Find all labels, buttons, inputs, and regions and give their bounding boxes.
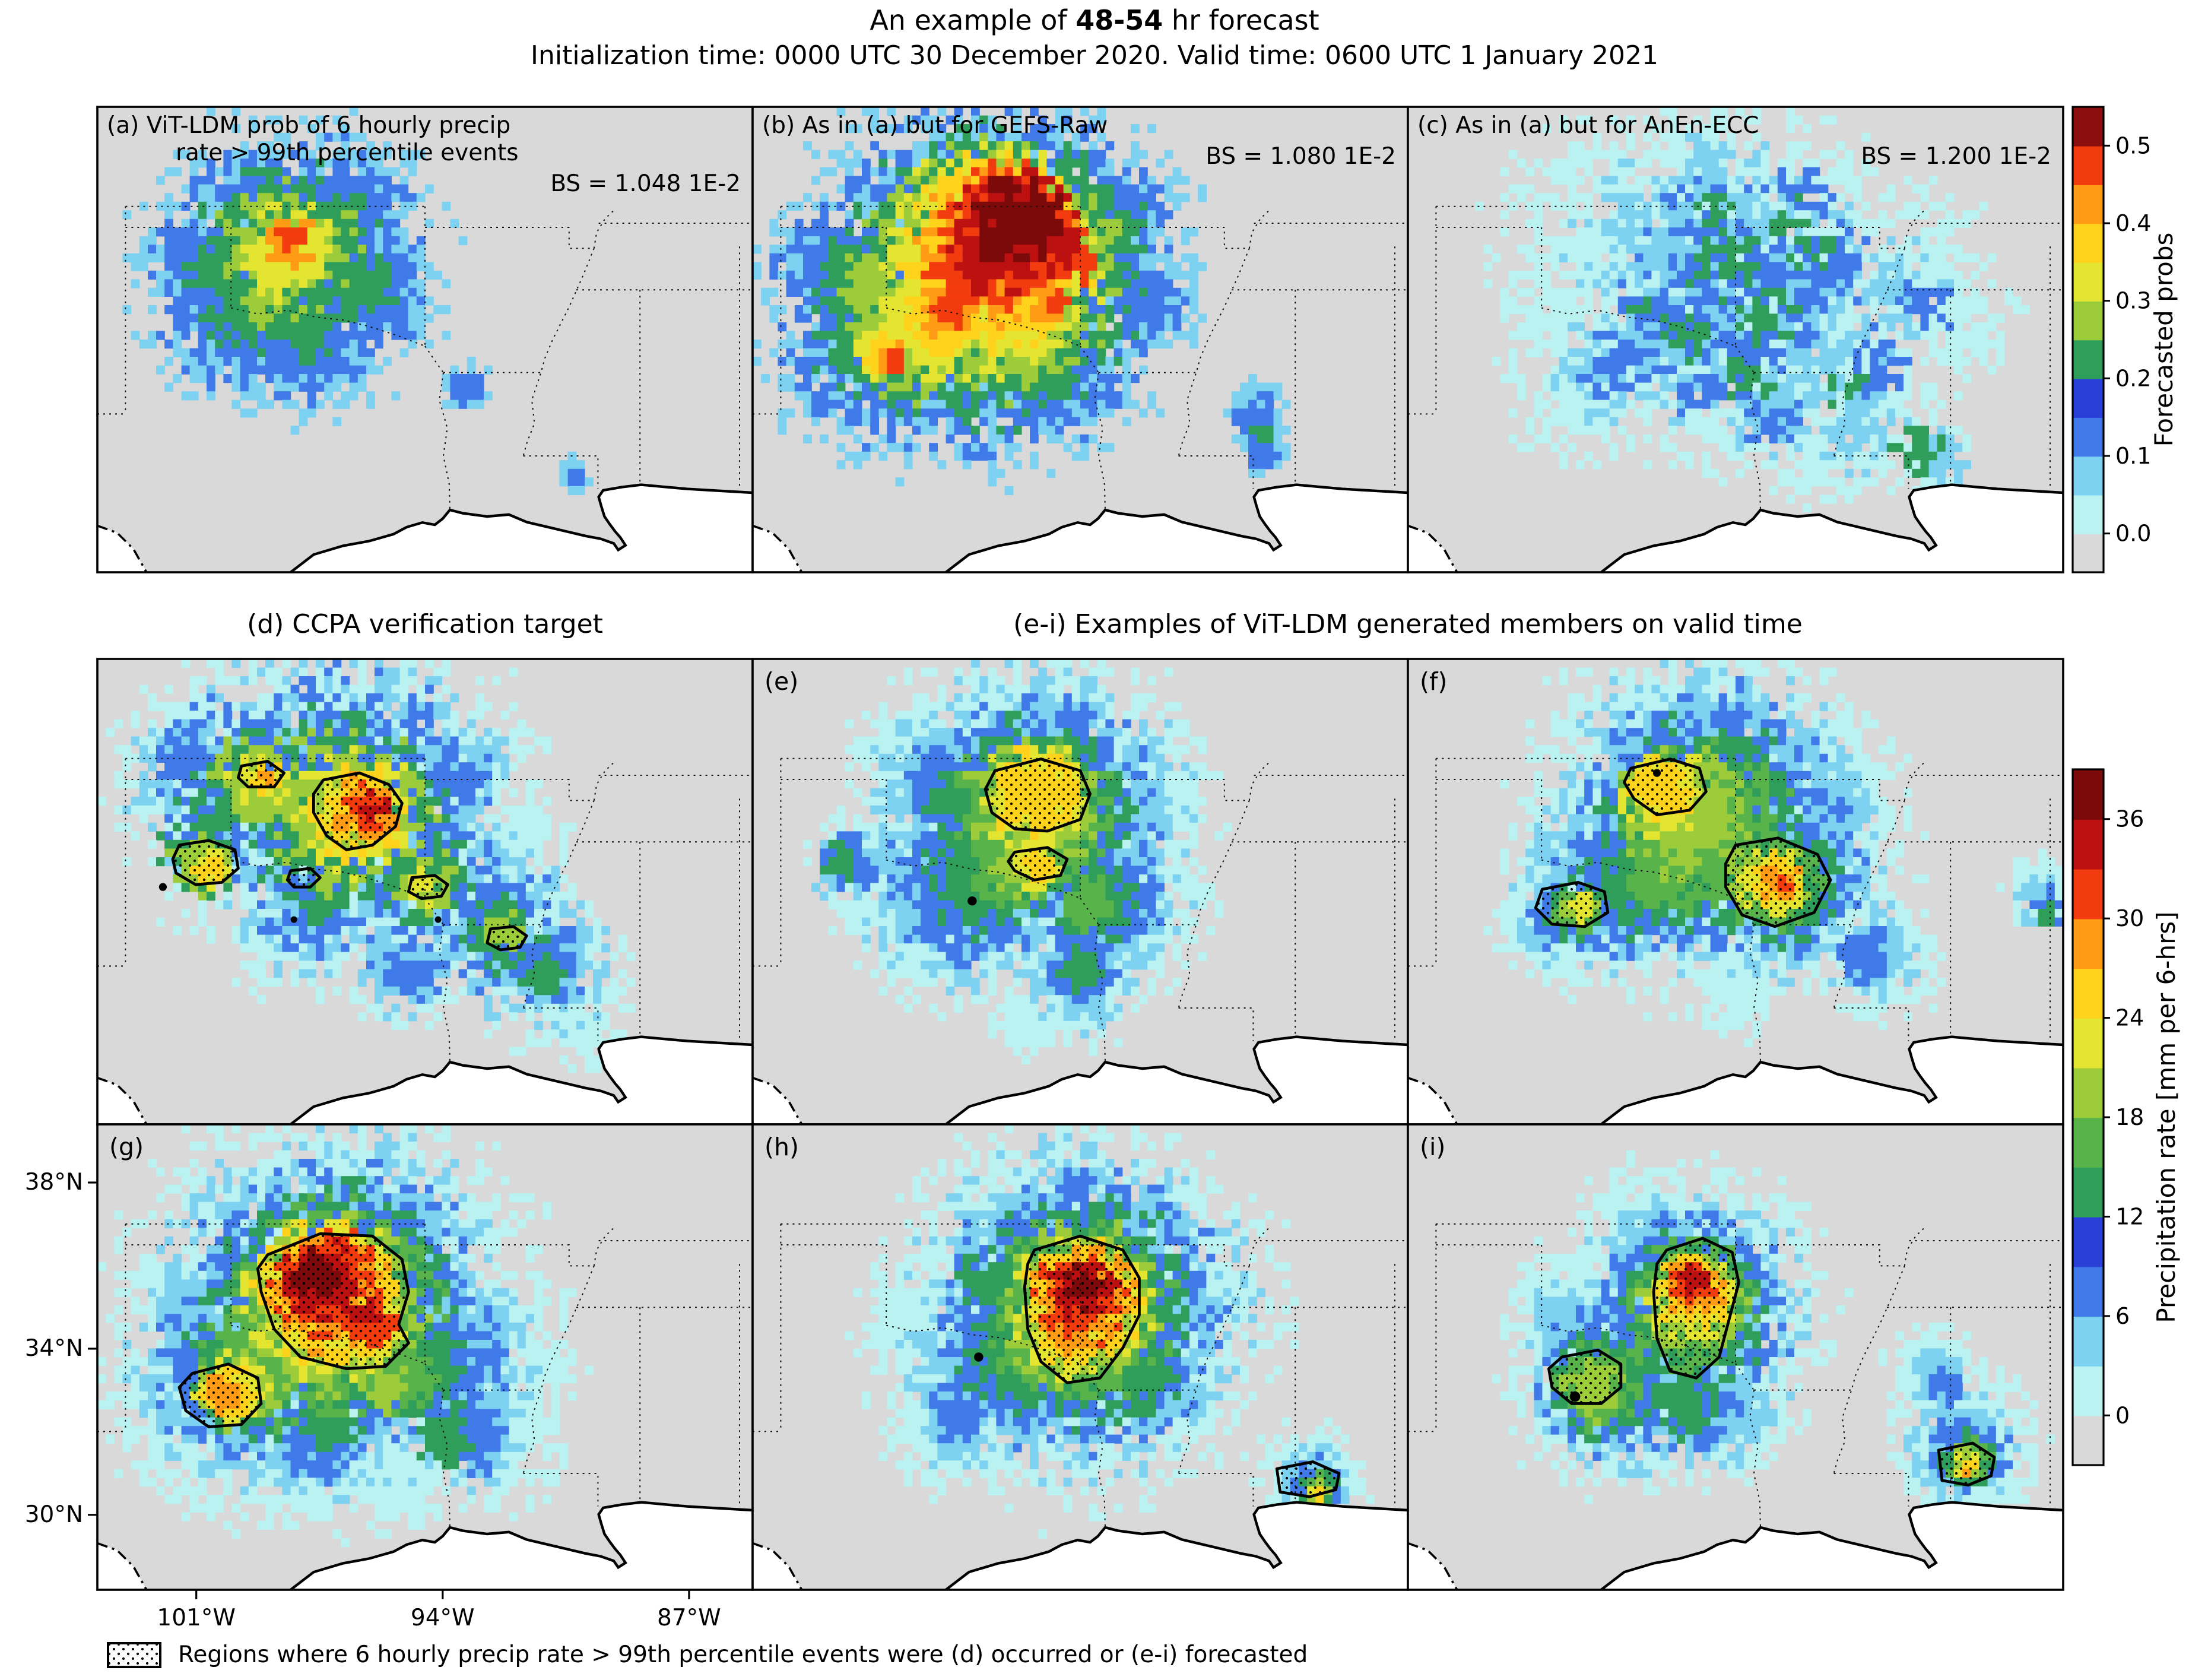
header-panel-d: (d) CCPA verification target — [247, 610, 603, 640]
map-panel-g: (g) — [88, 1123, 754, 1599]
map-panel-h: (h) — [751, 1123, 1409, 1591]
legend: Regions where 6 hourly precip rate > 99t… — [107, 1641, 1308, 1668]
map-panel-i: (i) — [1407, 1123, 2064, 1591]
map-panel-d — [96, 658, 754, 1126]
title-suffix: hr forecast — [1163, 6, 1319, 37]
map-panel-a: (a) ViT-LDM prob of 6 hourly precip rate … — [96, 106, 754, 573]
map-panel-f: (f) — [1407, 658, 2064, 1126]
lat-tick-label: 30°N — [24, 1500, 83, 1528]
lat-tick-label: 34°N — [24, 1334, 83, 1362]
figure-title: An example of 48-54 hr forecast — [0, 6, 2189, 37]
stipple-swatch-icon — [107, 1641, 161, 1668]
svg-text:BS = 1.200 1E-2: BS = 1.200 1E-2 — [1861, 143, 2051, 170]
colorbar-forecast-probs: 0.0 0.1 0.2 0.3 0.4 0.5 Forecasted probs — [2071, 106, 2189, 573]
map-panel-e: (e) — [751, 658, 1409, 1126]
legend-text: Regions where 6 hourly precip rate > 99t… — [178, 1641, 1308, 1668]
svg-text:(c) As in (a) but for AnEn-ECC: (c) As in (a) but for AnEn-ECC — [1417, 112, 1759, 139]
header-panels-ei: (e-i) Examples of ViT-LDM generated memb… — [1013, 610, 1803, 640]
lon-tick-label: 94°W — [410, 1604, 475, 1631]
svg-text:rate > 99th percentile events: rate > 99th percentile events — [176, 140, 519, 166]
svg-text:BS = 1.048 1E-2: BS = 1.048 1E-2 — [550, 170, 741, 197]
lon-tick-label: 101°W — [157, 1604, 236, 1631]
figure-subtitle: Initialization time: 0000 UTC 30 Decembe… — [531, 42, 1658, 71]
svg-text:(b) As in (a) but for GEFS-Raw: (b) As in (a) but for GEFS-Raw — [762, 112, 1108, 139]
lat-tick-label: 38°N — [24, 1168, 83, 1196]
svg-text:BS = 1.080 1E-2: BS = 1.080 1E-2 — [1205, 143, 1396, 170]
colorbar-precip-rate: 0 6 12 18 24 30 36 Precipitation rate [mm per 6… — [2071, 768, 2189, 1466]
title-prefix: An example of — [870, 6, 1076, 37]
lon-tick-label: 87°W — [657, 1604, 721, 1631]
map-panel-c: (c) As in (a) but for AnEn-ECC BS = 1.200… — [1407, 106, 2064, 573]
svg-text:(a) ViT-LDM prob of 6 hourly p: (a) ViT-LDM prob of 6 hourly precip — [107, 112, 510, 139]
map-panel-b: (b) As in (a) but for GEFS-Raw BS = 1.080… — [751, 106, 1409, 573]
svg-text:(e): (e) — [764, 667, 798, 696]
title-bold-range: 48-54 — [1076, 6, 1163, 37]
